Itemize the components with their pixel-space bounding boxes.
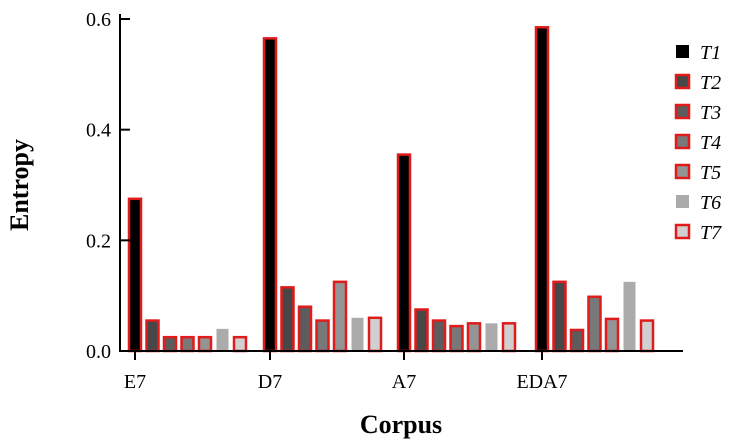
legend-swatch-t5: [674, 163, 691, 180]
bar-t6-eda7: [623, 281, 636, 351]
x-ticks: E7 D7 A7 EDA7: [124, 351, 568, 393]
bar-t1-d7: [262, 37, 278, 353]
bar-t3-a7: [431, 319, 447, 353]
bar-t1-eda7: [534, 26, 550, 353]
bar-t4-d7: [315, 319, 330, 353]
bar-t6-a7: [485, 323, 498, 351]
x-tick-label: E7: [124, 371, 146, 393]
bar-t3-eda7: [569, 328, 585, 353]
bar-t5-eda7: [604, 317, 620, 353]
y-tick-label: 0.0: [86, 341, 111, 363]
legend-swatch-t2: [674, 73, 691, 90]
legend-swatch-t3: [674, 103, 691, 120]
y-ticks: 0.0 0.2 0.4 0.6: [86, 9, 130, 363]
bar-t3-d7: [297, 305, 313, 353]
bar-t7-e7: [232, 335, 248, 353]
bar-t2-a7: [414, 308, 429, 353]
legend-label-t4: T4: [700, 132, 721, 154]
bar-t5-a7: [466, 322, 482, 353]
bar-t7-d7: [367, 316, 383, 353]
x-axis-title: Corpus: [360, 410, 442, 439]
x-tick-label: D7: [258, 371, 282, 393]
bar-t7-eda7: [639, 319, 655, 353]
x-tick-label: A7: [392, 371, 416, 393]
legend-label-t5: T5: [700, 162, 721, 184]
legend-swatch-t6: [676, 195, 689, 208]
x-tick-label: EDA7: [516, 371, 567, 393]
bar-t1-e7: [127, 197, 143, 353]
y-tick-label: 0.6: [86, 9, 111, 31]
legend-swatch-t7: [674, 223, 691, 240]
bars-layer: [127, 26, 655, 353]
bar-t2-e7: [145, 319, 160, 353]
bar-t4-eda7: [587, 295, 602, 353]
bar-t4-e7: [180, 335, 195, 353]
bar-t5-e7: [197, 335, 213, 353]
legend-swatch-t1: [676, 45, 689, 58]
bar-t6-e7: [216, 328, 229, 351]
legend-swatch-t4: [674, 133, 691, 150]
bar-t7-a7: [501, 322, 517, 353]
y-tick-label: 0.4: [86, 120, 111, 142]
legend-label-t1: T1: [700, 42, 721, 64]
y-tick-label: 0.2: [86, 230, 111, 252]
legend: T1 T2 T3 T4 T5 T6 T7: [674, 42, 722, 244]
bar-t1-a7: [396, 153, 412, 353]
legend-label-t6: T6: [700, 192, 721, 214]
bar-t6-d7: [351, 317, 364, 351]
legend-label-t2: T2: [700, 72, 721, 94]
bar-t3-e7: [162, 335, 178, 353]
legend-label-t3: T3: [700, 102, 721, 124]
bar-t5-d7: [332, 280, 348, 353]
bar-t2-eda7: [552, 280, 567, 353]
legend-label-t7: T7: [700, 222, 722, 244]
bar-t4-a7: [449, 324, 464, 353]
y-axis-title: Entropy: [5, 139, 34, 231]
bar-t2-d7: [280, 286, 295, 353]
